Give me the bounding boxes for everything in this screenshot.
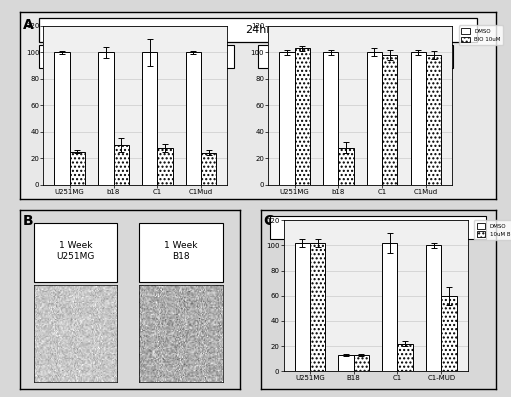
Text: A: A (23, 17, 34, 31)
Bar (382, 243, 398, 371)
FancyBboxPatch shape (39, 17, 477, 42)
Bar (54, 52, 69, 185)
Bar (426, 245, 442, 371)
Text: 1 Week: 1 Week (358, 222, 399, 232)
Bar (279, 52, 294, 185)
Text: HD: HD (347, 52, 364, 62)
Bar (338, 148, 354, 185)
FancyBboxPatch shape (270, 216, 486, 239)
FancyBboxPatch shape (34, 223, 117, 282)
Bar (382, 55, 398, 185)
Bar (310, 243, 325, 371)
Text: 24hr: 24hr (245, 25, 271, 35)
Bar (398, 343, 413, 371)
Bar (113, 145, 129, 185)
Bar (367, 52, 382, 185)
Text: C: C (263, 214, 273, 228)
FancyBboxPatch shape (258, 46, 453, 68)
Bar (426, 55, 442, 185)
Bar (294, 48, 310, 185)
Text: LD: LD (129, 52, 144, 62)
Bar (142, 52, 157, 185)
Bar (294, 243, 310, 371)
Bar (323, 52, 338, 185)
Bar (98, 52, 113, 185)
Bar (442, 296, 457, 371)
Bar (186, 52, 201, 185)
Bar (201, 153, 217, 185)
Bar (157, 148, 173, 185)
FancyBboxPatch shape (139, 223, 223, 282)
Legend: DMSO, BIO 10uM: DMSO, BIO 10uM (459, 25, 503, 45)
Legend: DMSO, 10uM BIO: DMSO, 10uM BIO (474, 220, 511, 240)
Text: B: B (22, 214, 33, 228)
Bar (411, 52, 426, 185)
FancyBboxPatch shape (39, 46, 234, 68)
Bar (69, 152, 85, 185)
Bar (354, 355, 369, 371)
Text: 1 Week
U251MG: 1 Week U251MG (56, 241, 95, 261)
Bar (338, 355, 354, 371)
Text: 1 Week
B18: 1 Week B18 (164, 241, 198, 261)
